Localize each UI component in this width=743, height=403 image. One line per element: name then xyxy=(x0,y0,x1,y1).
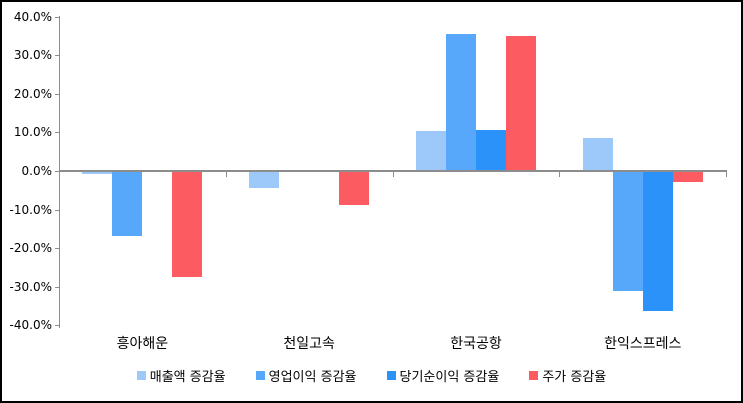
y-tick xyxy=(55,248,59,250)
x-axis-line xyxy=(59,170,727,172)
bar-주가 증감율-한익스프레스 xyxy=(672,172,703,182)
y-tick xyxy=(55,286,59,288)
legend-swatch-icon xyxy=(255,371,265,380)
y-tick xyxy=(55,325,59,327)
y-axis-line xyxy=(59,16,60,328)
legend: 매출액 증감율 영업이익 증감율 당기순이익 증감율 주가 증감율 xyxy=(0,366,743,385)
y-tick-label: -30.0% xyxy=(9,279,52,294)
legend-item-주가 증감율: 주가 증감율 xyxy=(529,366,606,385)
y-tick-label: 20.0% xyxy=(13,86,52,101)
legend-label: 주가 증감율 xyxy=(542,370,607,385)
bar-매출액 증감율-흥아해운 xyxy=(82,172,113,174)
bar-매출액 증감율-천일고속 xyxy=(249,172,280,189)
bar-주가 증감율-천일고속 xyxy=(339,172,370,205)
y-tick xyxy=(55,171,59,172)
y-tick xyxy=(55,132,59,134)
legend-swatch-icon xyxy=(386,371,396,380)
bar-영업이익 증감율-한국공항 xyxy=(446,34,476,170)
category-label-흥아해운: 흥아해운 xyxy=(116,336,169,352)
y-tick-label: 10.0% xyxy=(13,125,52,140)
category-label-한익스프레스: 한익스프레스 xyxy=(604,336,682,352)
legend-label: 매출액 증감율 xyxy=(149,370,226,385)
y-tick xyxy=(55,16,59,18)
y-tick-label: 30.0% xyxy=(13,48,52,63)
x-tick xyxy=(225,172,227,177)
y-tick xyxy=(55,209,59,211)
y-tick-label: -40.0% xyxy=(9,318,52,333)
bar-주가 증감율-흥아해운 xyxy=(172,172,203,277)
x-tick xyxy=(392,172,394,177)
category-label-한국공항: 한국공항 xyxy=(450,336,502,352)
bar-당기순이익 증감율-한익스프레스 xyxy=(642,172,673,311)
y-tick xyxy=(55,93,59,95)
x-tick xyxy=(726,172,728,177)
y-tick xyxy=(55,55,59,57)
legend-item-매출액 증감율: 매출액 증감율 xyxy=(136,366,226,385)
legend-swatch-icon xyxy=(529,371,539,380)
legend-label: 영업이익 증감율 xyxy=(268,370,357,385)
legend-label: 당기순이익 증감율 xyxy=(399,370,500,385)
bar-영업이익 증감율-한익스프레스 xyxy=(612,172,643,291)
bar-매출액 증감율-한국공항 xyxy=(416,131,446,170)
legend-item-영업이익 증감율: 영업이익 증감율 xyxy=(255,366,357,385)
y-tick-label: -10.0% xyxy=(9,202,52,217)
bar-매출액 증감율-한익스프레스 xyxy=(582,138,613,170)
bar-주가 증감율-한국공항 xyxy=(506,35,536,170)
legend-swatch-icon xyxy=(136,371,146,380)
y-tick-label: 40.0% xyxy=(13,9,52,24)
bar-영업이익 증감율-흥아해운 xyxy=(112,172,143,236)
category-label-천일고속: 천일고속 xyxy=(283,336,335,352)
bar-당기순이익 증감율-한국공항 xyxy=(476,130,506,170)
legend-item-당기순이익 증감율: 당기순이익 증감율 xyxy=(386,366,500,385)
x-tick xyxy=(559,172,561,177)
y-tick-label: 0.0% xyxy=(21,164,53,178)
y-tick-label: -20.0% xyxy=(9,241,52,256)
